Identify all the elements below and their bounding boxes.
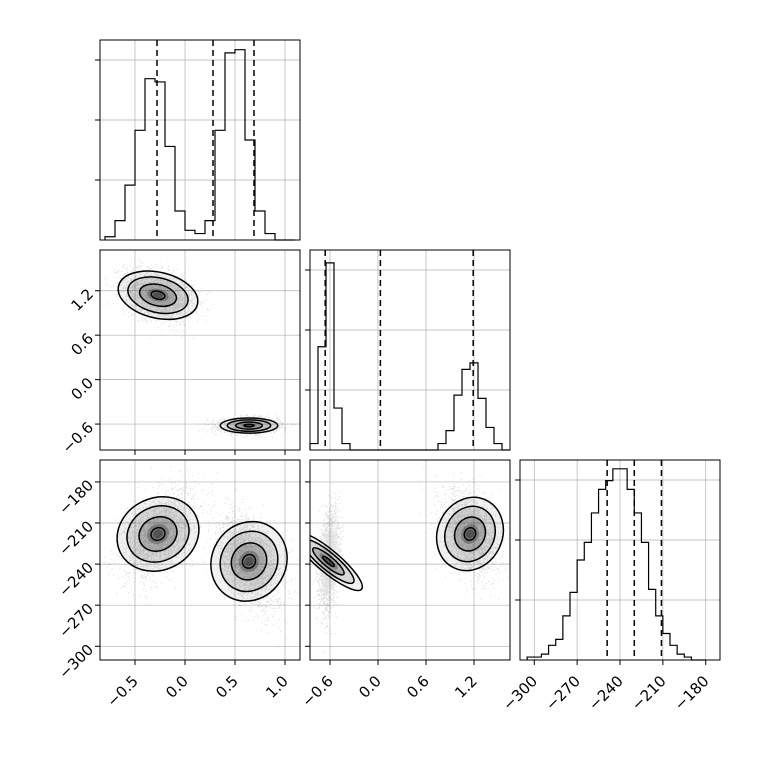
contour-line xyxy=(210,520,288,602)
histogram-panel-x1 xyxy=(95,39,301,241)
contour-line xyxy=(321,555,335,568)
contour-line xyxy=(243,423,255,428)
density-mode xyxy=(117,270,199,321)
scatter-panel-x1-vs-x3: −300−270−240−210−180 −0.5 0.0 0.5 1.0 xyxy=(55,459,301,711)
density-shade xyxy=(311,547,345,576)
histogram-panel-x2 xyxy=(305,249,511,451)
y-tick-label: 0.6 xyxy=(67,330,97,360)
contour-line xyxy=(138,283,178,308)
density-mode xyxy=(435,496,505,572)
contour-line xyxy=(150,290,166,301)
density-mode xyxy=(310,531,364,592)
contour-line xyxy=(463,526,477,541)
density-shade xyxy=(310,531,364,592)
contour-line xyxy=(127,276,189,315)
histogram-step-line xyxy=(309,262,510,451)
x-tick-label: 0.6 xyxy=(403,672,433,702)
contour-line xyxy=(117,270,199,321)
contour-line xyxy=(234,421,264,430)
density-shade xyxy=(453,516,487,552)
histogram-panel-x3: −300 −270 −240 −210 −180 xyxy=(499,459,721,714)
contour-line xyxy=(435,496,505,572)
plot-area xyxy=(103,466,299,647)
contour-line xyxy=(444,505,496,563)
contour-line xyxy=(219,417,279,434)
contour-line xyxy=(311,547,345,576)
contour-line xyxy=(226,419,272,433)
x-tick-label: 1.0 xyxy=(262,672,292,702)
y-tick-label: −240 xyxy=(55,558,97,600)
sample-points xyxy=(311,468,509,653)
density-shade xyxy=(153,529,163,539)
scatter-panel-x2-vs-x3: −0.6 0.0 0.6 1.2 xyxy=(298,459,511,711)
axes-frame xyxy=(99,459,301,661)
histogram-step-line xyxy=(526,468,706,661)
density-shade xyxy=(138,283,178,307)
contour-line xyxy=(126,505,190,563)
density-shade xyxy=(324,557,333,565)
y-tick-label: −300 xyxy=(55,641,97,683)
contour-line xyxy=(453,516,487,552)
histogram-step-line xyxy=(104,49,295,241)
axes-frame xyxy=(309,249,511,451)
x-tick-label: 0.5 xyxy=(212,672,242,702)
contour-line xyxy=(230,542,268,581)
density-shade xyxy=(465,529,475,539)
density-mode xyxy=(209,520,289,603)
density-shade xyxy=(227,419,271,432)
density-mode xyxy=(219,417,279,434)
x-tick-label: −240 xyxy=(585,672,627,714)
axes-frame xyxy=(99,249,301,451)
density-shade xyxy=(235,421,263,430)
x-tick-label: 1.2 xyxy=(451,672,481,702)
scatter-panel-x1-vs-x2: −0.6 0.0 0.6 1.2 xyxy=(59,249,301,457)
plot-area xyxy=(310,468,509,653)
x-tick-label: −0.6 xyxy=(298,672,336,710)
density-shade xyxy=(230,541,268,581)
density-shade xyxy=(220,531,278,592)
contour-line xyxy=(138,515,178,552)
contour-line xyxy=(241,553,257,569)
x-tick-label: 0.0 xyxy=(355,672,385,702)
contour-line xyxy=(310,531,364,592)
density-shade xyxy=(127,505,189,563)
density-shade xyxy=(153,292,163,299)
y-tick-label: 1.2 xyxy=(67,285,97,315)
density-shade xyxy=(444,506,496,562)
x-tick-label: −300 xyxy=(499,672,541,714)
sample-points xyxy=(103,466,299,647)
x-tick-label: −180 xyxy=(671,672,713,714)
x-tick-label: −270 xyxy=(542,672,584,714)
x-tick-label: −210 xyxy=(628,672,670,714)
density-mode xyxy=(116,495,200,573)
plot-area xyxy=(103,257,300,440)
density-shade xyxy=(319,553,338,570)
density-shade xyxy=(117,270,199,320)
x-tick-label: −0.5 xyxy=(103,672,141,710)
y-tick-label: 0.0 xyxy=(67,374,97,404)
y-tick-label: −210 xyxy=(55,517,97,559)
density-shade xyxy=(310,539,355,584)
axes-frame xyxy=(99,39,301,241)
density-shade xyxy=(244,556,254,567)
y-tick-label: −270 xyxy=(55,600,97,642)
contour-line xyxy=(310,538,355,585)
y-tick-label: −0.6 xyxy=(59,418,97,456)
x-tick-label: 0.0 xyxy=(162,672,192,702)
axes-frame xyxy=(309,459,511,661)
density-shade xyxy=(138,515,178,553)
y-tick-label: −180 xyxy=(55,476,97,518)
contour-line xyxy=(150,526,166,542)
contour-line xyxy=(116,496,200,572)
